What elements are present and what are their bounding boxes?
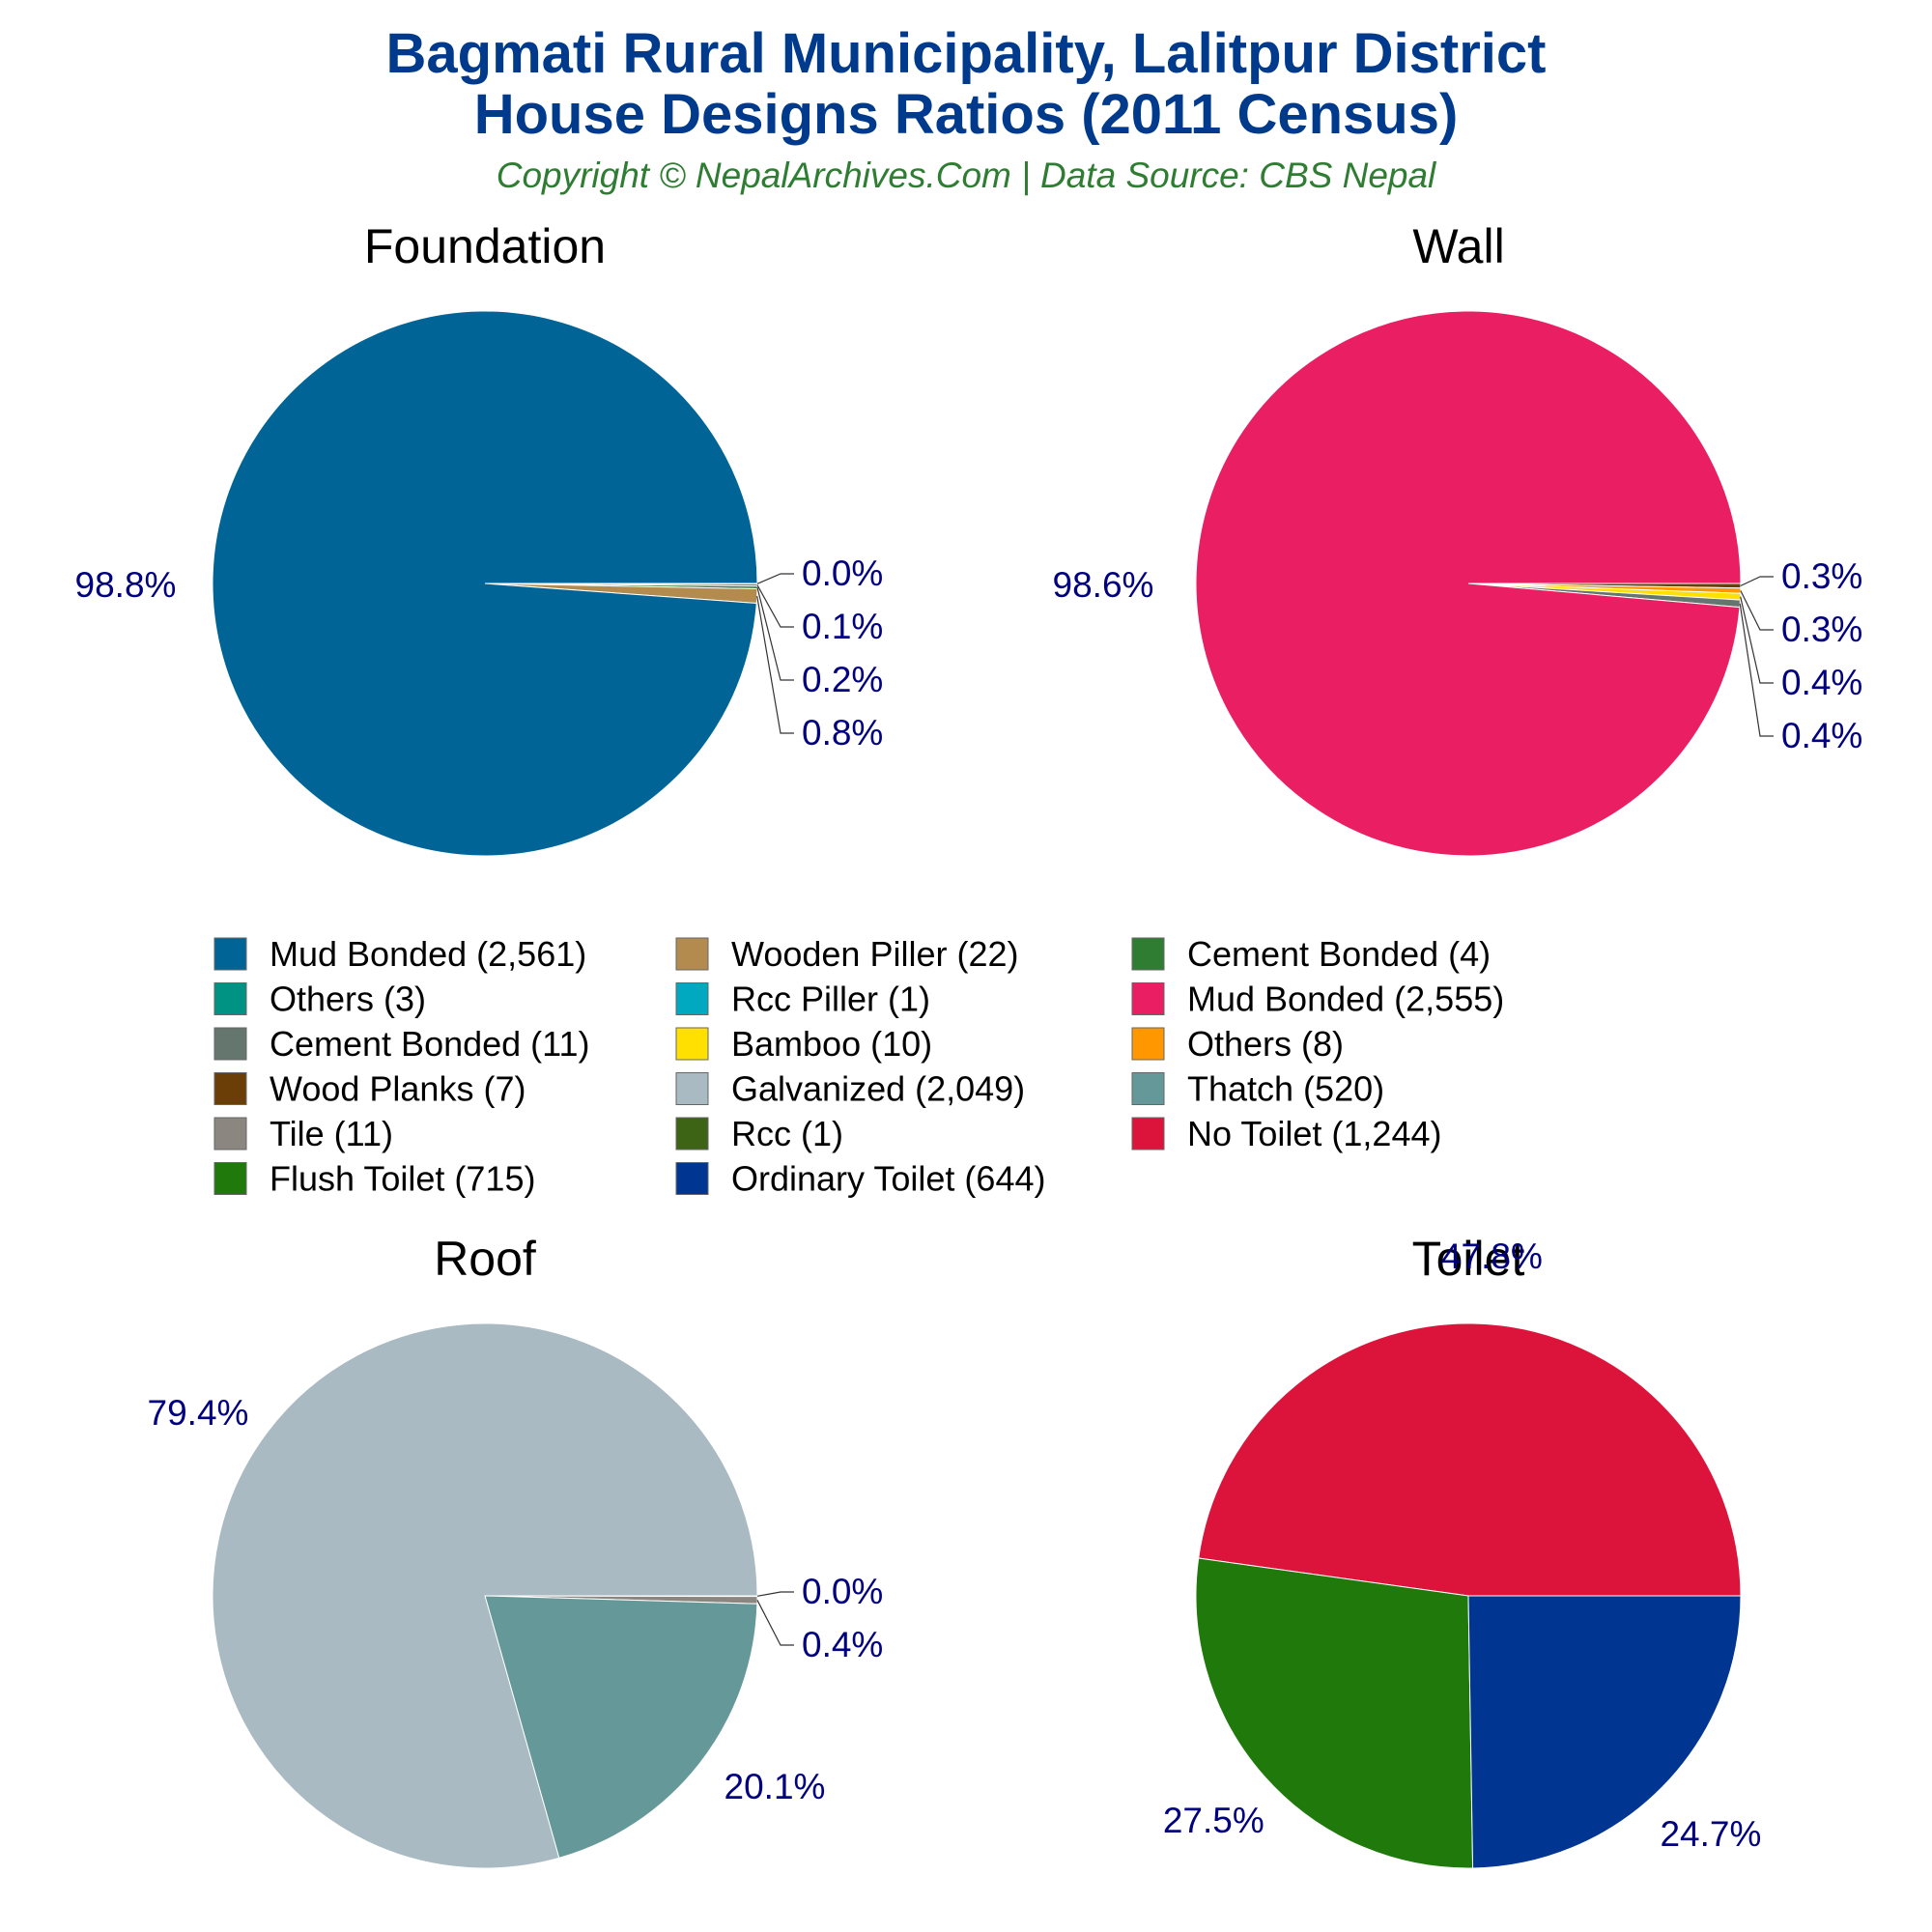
pie-wall: Wall 98.6% 0.3% 0.3% 0.4% 0.4%: [1053, 219, 1862, 857]
slice-toilet-no-toilet: [1198, 1322, 1742, 1597]
legend-swatch: [213, 937, 247, 971]
label-foundation-wooden-piller: 0.8%: [802, 713, 883, 753]
legend-swatch: [213, 1027, 247, 1061]
legend-label: No Toilet (1,244): [1187, 1114, 1441, 1153]
label-foundation-rcc-piller: 0.0%: [802, 554, 883, 593]
legend-swatch: [675, 1117, 709, 1151]
legend-swatch: [213, 1117, 247, 1151]
legend-label: Ordinary Toilet (644): [731, 1159, 1045, 1199]
pie-toilet: Toilet 47.8% 27.5% 24.7%: [1163, 1232, 1761, 1869]
label-wall-bamboo: 0.4%: [1781, 663, 1862, 702]
legend-swatch: [213, 1072, 247, 1105]
label-wall-mud-bonded: 98.6%: [1053, 565, 1154, 605]
legend-swatch: [1131, 1072, 1165, 1105]
pie-roof: Roof 20.1% 79.4% 0.0% 0.4%: [148, 1232, 883, 1869]
pie-title-roof: Roof: [434, 1232, 536, 1286]
label-roof-thatch: 20.1%: [724, 1767, 826, 1806]
legend-swatch: [1131, 982, 1165, 1015]
label-toilet-flush-toilet: 27.5%: [1163, 1801, 1264, 1840]
label-foundation-others: 0.1%: [802, 607, 883, 646]
legend-label: Others (3): [270, 980, 426, 1019]
label-roof-rcc: 0.0%: [802, 1572, 883, 1611]
pie-foundation: Foundation 98.8% 0.0% 0.1% 0.2% 0.8%: [75, 219, 883, 857]
leader-roof-rcc: [756, 1591, 794, 1597]
leader-wall-cement-bonded: [1739, 603, 1774, 737]
legend-swatch: [675, 937, 709, 971]
legend-swatch: [1131, 937, 1165, 971]
slice-toilet-ordinary-toilet: [1467, 1595, 1742, 1869]
legend-label: Others (8): [1187, 1024, 1344, 1064]
label-foundation-mud-bonded: 98.8%: [75, 565, 177, 605]
label-wall-wood-planks: 0.3%: [1781, 556, 1862, 596]
label-roof-tile: 0.4%: [802, 1625, 883, 1664]
leader-roof-tile: [756, 1600, 794, 1646]
label-wall-cement-bonded: 0.4%: [1781, 716, 1862, 755]
legend-swatch: [675, 1162, 709, 1195]
leader-foundation-rcc-piller: [756, 573, 794, 584]
leader-wall-others: [1740, 590, 1774, 631]
legend-swatch: [675, 1027, 709, 1061]
legend-swatch: [1131, 1117, 1165, 1151]
legend-label: Cement Bonded (4): [1187, 934, 1491, 974]
label-toilet-ordinary-toilet: 24.7%: [1660, 1814, 1761, 1854]
slice-toilet-flush-toilet: [1195, 1557, 1474, 1869]
legend-swatch: [213, 1162, 247, 1195]
legend-label: Cement Bonded (11): [270, 1024, 590, 1064]
legend-swatch: [675, 1072, 709, 1105]
legend-label: Wood Planks (7): [270, 1069, 526, 1109]
label-roof-galvanized: 79.4%: [148, 1393, 249, 1433]
pie-title-wall: Wall: [1412, 219, 1504, 273]
chart-title-line2: House Designs Ratios (2011 Census): [474, 83, 1459, 146]
chart-subtitle: Copyright © NepalArchives.Com | Data Sou…: [497, 156, 1437, 195]
slice-foundation-mud-bonded: [212, 310, 758, 857]
chart-title-line1: Bagmati Rural Municipality, Lalitpur Dis…: [386, 22, 1547, 85]
legend-swatch: [675, 982, 709, 1015]
legend-label: Rcc Piller (1): [731, 980, 930, 1019]
legend-swatch: [213, 982, 247, 1015]
label-foundation-cement-bonded: 0.2%: [802, 660, 883, 699]
legend-label: Tile (11): [270, 1114, 393, 1153]
leader-wall-bamboo: [1740, 596, 1774, 684]
legend-label: Wooden Piller (22): [731, 934, 1018, 974]
legend-label: Mud Bonded (2,555): [1187, 980, 1504, 1019]
pie-title-toilet: Toilet: [1412, 1232, 1525, 1286]
slice-wall-mud-bonded: [1195, 310, 1742, 857]
legend-label: Thatch (520): [1187, 1069, 1384, 1109]
label-wall-others: 0.3%: [1781, 610, 1862, 649]
legend-label: Rcc (1): [731, 1114, 843, 1153]
leader-foundation-wooden-piller: [756, 595, 794, 734]
label-toilet-no-toilet: 47.8%: [1441, 1236, 1543, 1276]
legend: Mud Bonded (2,561) Others (3) Cement Bonde…: [213, 934, 1504, 1199]
legend-label: Bamboo (10): [731, 1024, 932, 1064]
slice-roof-thatch: [484, 1595, 758, 1859]
legend-swatch: [1131, 1027, 1165, 1061]
legend-label: Galvanized (2,049): [731, 1069, 1025, 1109]
leader-foundation-others: [756, 584, 794, 628]
leader-foundation-cement-bonded: [756, 586, 794, 681]
slice-roof-galvanized: [212, 1322, 758, 1869]
leader-wall-wood-planks: [1740, 576, 1774, 586]
legend-label: Flush Toilet (715): [270, 1159, 535, 1199]
pie-title-foundation: Foundation: [364, 219, 606, 273]
legend-label: Mud Bonded (2,561): [270, 934, 586, 974]
